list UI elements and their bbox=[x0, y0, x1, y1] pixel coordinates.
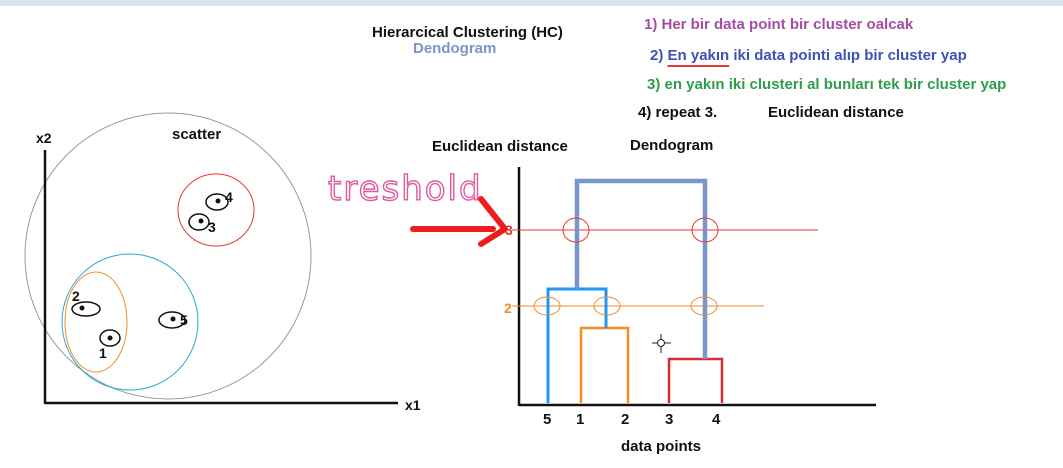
cut-marker-2a bbox=[533, 296, 561, 316]
step-3: 3) en yakın iki clusteri al bunları tek … bbox=[647, 76, 1007, 93]
point-3-label: 3 bbox=[208, 219, 216, 235]
cluster-125-circle bbox=[61, 253, 199, 391]
cut-marker-3a bbox=[562, 217, 590, 243]
crosshair-cursor-icon bbox=[652, 334, 671, 353]
point-5: 5 bbox=[158, 311, 188, 329]
point-5-label: 5 bbox=[180, 312, 188, 328]
distance-note: Euclidean distance bbox=[768, 104, 904, 121]
point-2: 2 bbox=[71, 288, 101, 317]
step-4: 4) repeat 3. bbox=[638, 104, 718, 121]
cluster-all-circle bbox=[24, 112, 312, 400]
point-2-label: 2 bbox=[72, 288, 80, 304]
threshold-label-3: 3 bbox=[505, 222, 513, 238]
scatter-plot: 4 3 2 5 1 bbox=[24, 112, 398, 405]
point-4: 4 bbox=[205, 189, 233, 211]
leaf-label-4: 4 bbox=[712, 411, 721, 428]
point-4-label: 4 bbox=[225, 189, 233, 205]
step-2-prefix: 2) bbox=[650, 47, 668, 64]
merge-final bbox=[574, 178, 708, 359]
scatter-ylabel: x2 bbox=[36, 130, 52, 146]
point-1-label: 1 bbox=[99, 345, 107, 361]
page-subtitle: Dendogram bbox=[413, 40, 497, 57]
leaf-label-1: 1 bbox=[576, 411, 584, 428]
dendrogram-title: Dendogram bbox=[630, 137, 714, 154]
cluster-34-circle bbox=[177, 173, 255, 247]
top-window-strip bbox=[0, 0, 1063, 6]
leaf-label-2: 2 bbox=[621, 411, 629, 428]
dendrogram-plot: 3 2 5 1 2 3 4 bbox=[504, 167, 876, 428]
threshold-label-2: 2 bbox=[504, 300, 512, 316]
page-title: Hierarcical Clustering (HC) bbox=[372, 24, 563, 41]
leaf-label-5: 5 bbox=[543, 411, 551, 428]
scatter-xlabel: x1 bbox=[405, 397, 421, 413]
treshold-handwriting: treshold bbox=[327, 168, 483, 209]
step-2: 2) En yakın iki data pointi alıp bir clu… bbox=[650, 47, 967, 64]
cut-marker-2c bbox=[690, 296, 718, 316]
merge-1-2 bbox=[579, 326, 630, 403]
scatter-title: scatter bbox=[172, 126, 222, 143]
step-1: 1) Her bir data point bir cluster oalcak bbox=[644, 16, 914, 33]
step-2-rest: iki data pointi alıp bir cluster yap bbox=[729, 47, 967, 64]
step-2-underlined: En yakın bbox=[667, 47, 730, 64]
cut-marker-2b bbox=[593, 296, 621, 316]
merge-3-4 bbox=[667, 357, 724, 403]
cut-marker-3b bbox=[691, 217, 719, 243]
cluster-12-ellipse bbox=[64, 271, 128, 373]
dendrogram-ylabel: Euclidean distance bbox=[432, 138, 568, 155]
point-3: 3 bbox=[188, 213, 216, 235]
treshold-text: treshold bbox=[328, 169, 483, 209]
threshold-arrow bbox=[410, 196, 508, 247]
leaf-label-3: 3 bbox=[665, 411, 673, 428]
point-1: 1 bbox=[99, 329, 121, 361]
dendrogram-xlabel: data points bbox=[621, 438, 702, 455]
